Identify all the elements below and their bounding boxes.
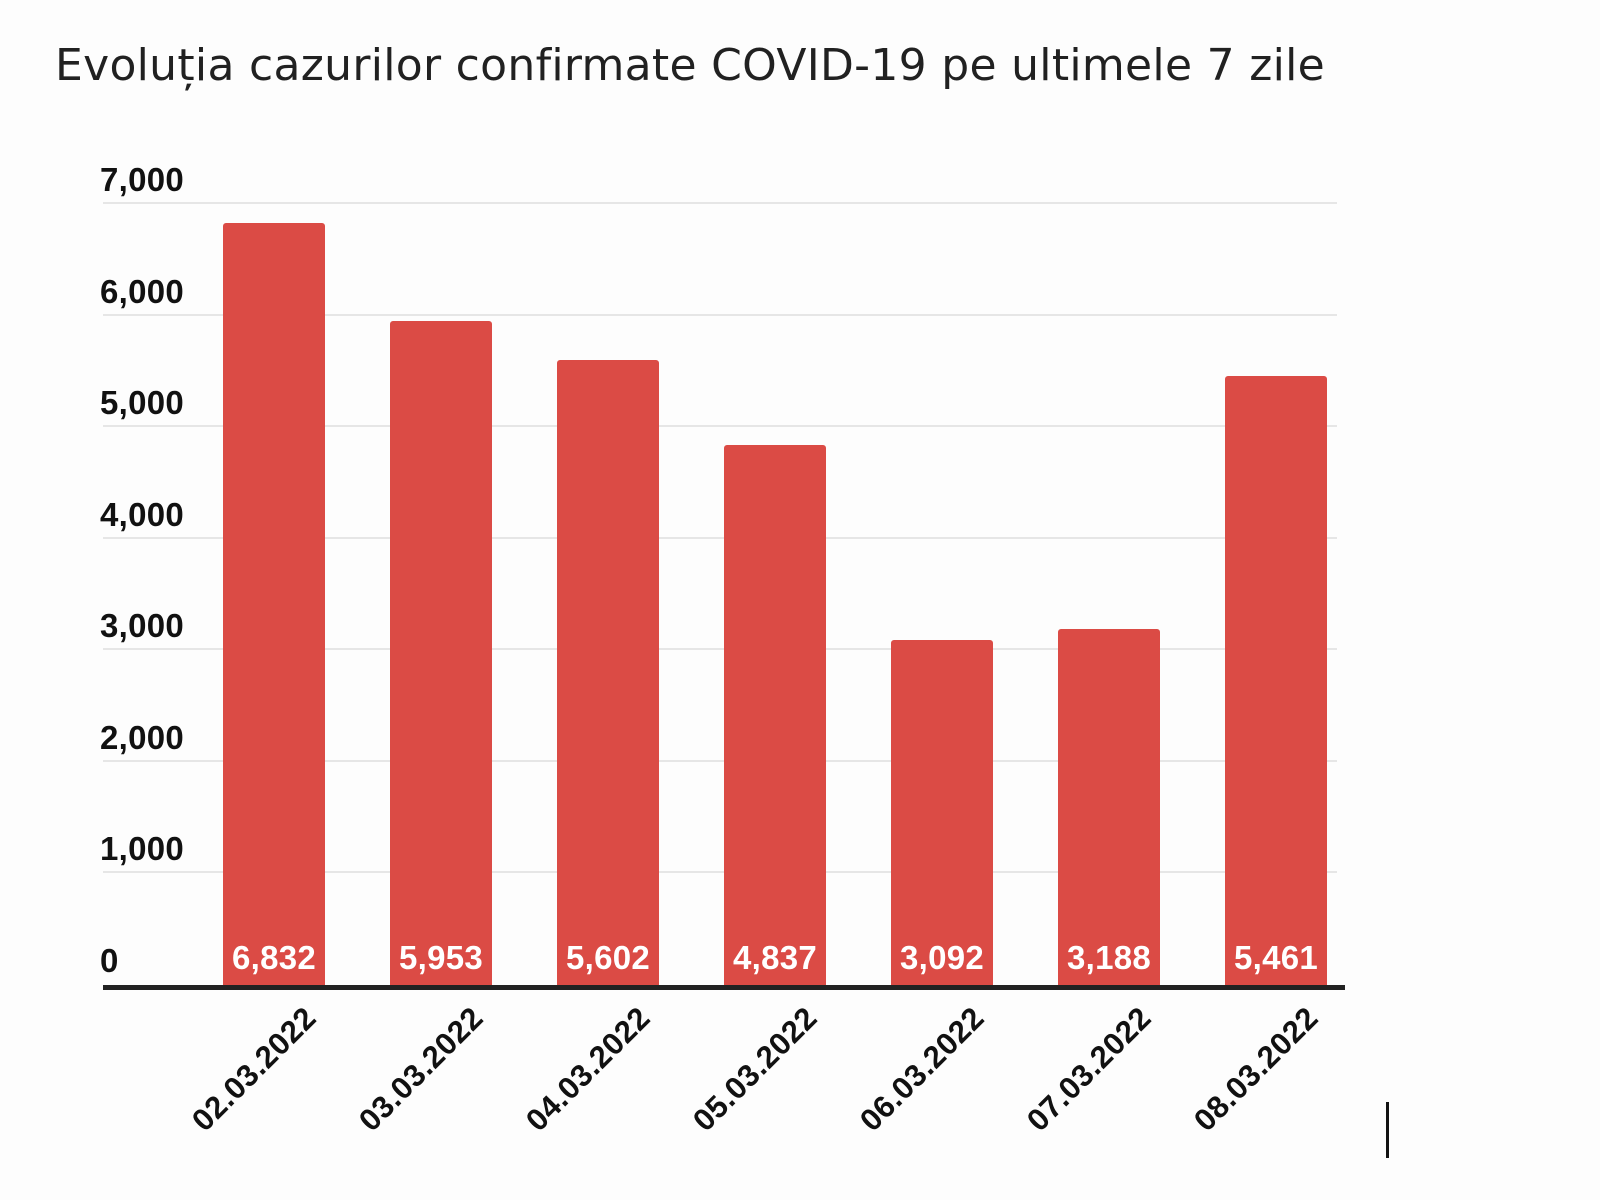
x-axis-category-label: 06.03.2022 (852, 1000, 991, 1138)
bar-03.03.2022[interactable]: 5,953 (390, 321, 492, 985)
x-axis-category-label: 03.03.2022 (351, 1000, 490, 1138)
bar-06.03.2022[interactable]: 3,092 (891, 640, 993, 985)
gridline-3000 (103, 648, 1337, 651)
y-axis-tick-label-1000: 1,000 (100, 830, 185, 868)
y-axis-tick-label-7000: 7,000 (100, 161, 185, 198)
bar-value-label: 5,953 (398, 939, 484, 976)
gridline-2000 (103, 759, 1337, 762)
y-axis-tick-label-2000: 2,000 (100, 718, 185, 756)
bar-value-label: 5,461 (1233, 939, 1319, 976)
gridline-7000 (103, 202, 1337, 204)
y-axis-tick-label-5000: 5,000 (100, 384, 185, 422)
x-axis-category-label: 02.03.2022 (184, 1000, 323, 1138)
bar-value-label: 5,602 (565, 939, 651, 976)
gridline-5000 (103, 425, 1337, 428)
gridline-4000 (103, 536, 1337, 539)
bar-07.03.2022[interactable]: 3,188 (1058, 629, 1160, 985)
text-cursor (1386, 1102, 1389, 1158)
bar-value-label: 3,188 (1066, 939, 1152, 976)
y-axis-tick-label-4000: 4,000 (100, 495, 185, 533)
chart-title: Evoluția cazurilor confirmate COVID-19 p… (55, 40, 1326, 91)
y-axis-tick-label-3000: 3,000 (100, 607, 185, 645)
bar-04.03.2022[interactable]: 5,602 (557, 360, 659, 985)
x-axis-category-label: 07.03.2022 (1019, 1000, 1158, 1138)
bar-value-label: 3,092 (899, 939, 985, 976)
x-axis-category-label: 08.03.2022 (1186, 1000, 1325, 1138)
bar-05.03.2022[interactable]: 4,837 (724, 445, 826, 985)
gridline-6000 (103, 313, 1337, 316)
y-axis-tick-label-6000: 6,000 (100, 272, 185, 310)
bar-08.03.2022[interactable]: 5,461 (1225, 376, 1327, 985)
x-axis-category-label: 05.03.2022 (685, 1000, 824, 1138)
bar-value-label: 4,837 (732, 939, 818, 976)
bar-value-label: 6,832 (231, 939, 317, 976)
x-axis-category-label: 04.03.2022 (518, 1000, 657, 1138)
gridline-1000 (103, 871, 1337, 874)
x-axis-line (103, 985, 1345, 990)
bar-02.03.2022[interactable]: 6,832 (223, 223, 325, 985)
y-axis-tick-label-0: 0 (100, 942, 119, 979)
